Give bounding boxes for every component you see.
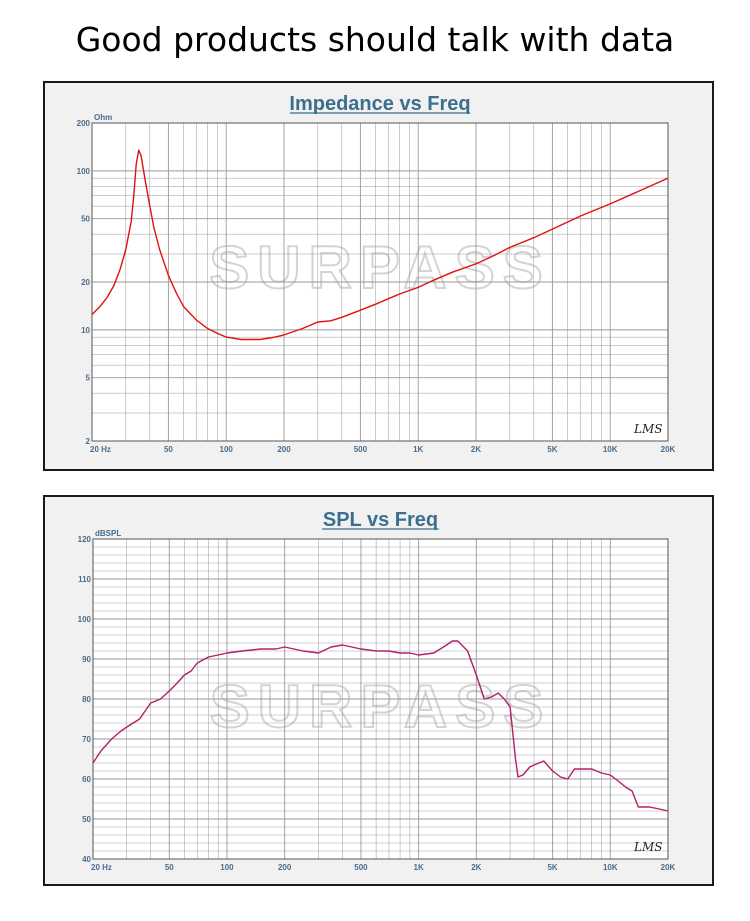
chart2-x-tick-label: 200 — [278, 863, 292, 872]
chart1-x-tick-label: 20 Hz — [90, 445, 111, 454]
chart2-x-tick-label: 50 — [165, 863, 174, 872]
chart2-x-tick-label: 5K — [547, 863, 557, 872]
chart2-y-tick-label: 80 — [82, 695, 91, 704]
chart2-series-line — [92, 640, 669, 812]
chart2-y-axis-label: dBSPL — [95, 529, 121, 538]
chart1-x-tick-label: 500 — [354, 445, 368, 454]
chart1-y-axis-label: Ohm — [94, 113, 112, 122]
chart2-y-tick-label: 40 — [82, 855, 91, 864]
chart2-y-tick-label: 100 — [78, 615, 92, 624]
chart1-y-tick-label: 20 — [81, 278, 90, 287]
chart2-y-tick-label: 60 — [82, 775, 91, 784]
chart2-x-tick-label: 2K — [471, 863, 481, 872]
page-title: Good products should talk with data — [75, 20, 675, 59]
chart1-series-line — [91, 149, 669, 341]
chart2-x-tick-label: 500 — [354, 863, 368, 872]
chart1-watermark: SURPASS — [209, 234, 551, 301]
chart2-y-tick-label: 70 — [82, 735, 91, 744]
chart2-title: SPL vs Freq — [323, 509, 438, 531]
impedance-chart-panel: SURPASS Impedance vs Freq Ohm 200 100 50 20 10 5… — [43, 81, 714, 471]
chart1-y-tick-label: 100 — [77, 167, 91, 176]
chart2-x-tick-label: 20 Hz — [91, 863, 112, 872]
spl-chart-panel: SURPASS SPL vs Freq dBSPL 120 110 100 90 80 70 60… — [43, 495, 714, 886]
chart2-y-tick-label: 120 — [78, 535, 92, 544]
chart1-y-tick-label: 50 — [81, 215, 90, 224]
chart2-plot-border — [92, 538, 669, 860]
chart1-x-tick-label: 10K — [603, 445, 618, 454]
chart1-y-tick-label: 5 — [86, 374, 91, 383]
chart2-x-tick-label: 20K — [661, 863, 676, 872]
chart1-lms-logo: LMS — [633, 422, 662, 436]
chart1-x-tick-label: 20K — [661, 445, 676, 454]
chart1-y-tick-label: 10 — [81, 326, 90, 335]
chart1-x-tick-label: 200 — [277, 445, 291, 454]
chart1-y-tick-label: 2 — [86, 437, 91, 446]
chart2-watermark: SURPASS — [210, 673, 552, 740]
chart1-title: Impedance vs Freq — [289, 93, 470, 115]
chart2-lms-logo: LMS — [633, 840, 662, 854]
chart2-y-tick-label: 110 — [78, 575, 91, 584]
chart1-x-tick-label: 2K — [471, 445, 481, 454]
chart2-x-tick-label: 1K — [414, 863, 424, 872]
chart2-x-tick-label: 10K — [603, 863, 618, 872]
chart1-plot-border — [91, 122, 669, 442]
chart1-y-tick-label: 200 — [77, 119, 91, 128]
chart1-x-tick-label: 50 — [164, 445, 173, 454]
chart2-y-tick-label: 90 — [82, 655, 91, 664]
chart1-x-tick-label: 5K — [547, 445, 557, 454]
chart2-y-tick-label: 50 — [82, 815, 91, 824]
chart1-x-tick-label: 1K — [413, 445, 423, 454]
chart1-x-tick-label: 100 — [220, 445, 234, 454]
chart2-x-tick-label: 100 — [220, 863, 234, 872]
